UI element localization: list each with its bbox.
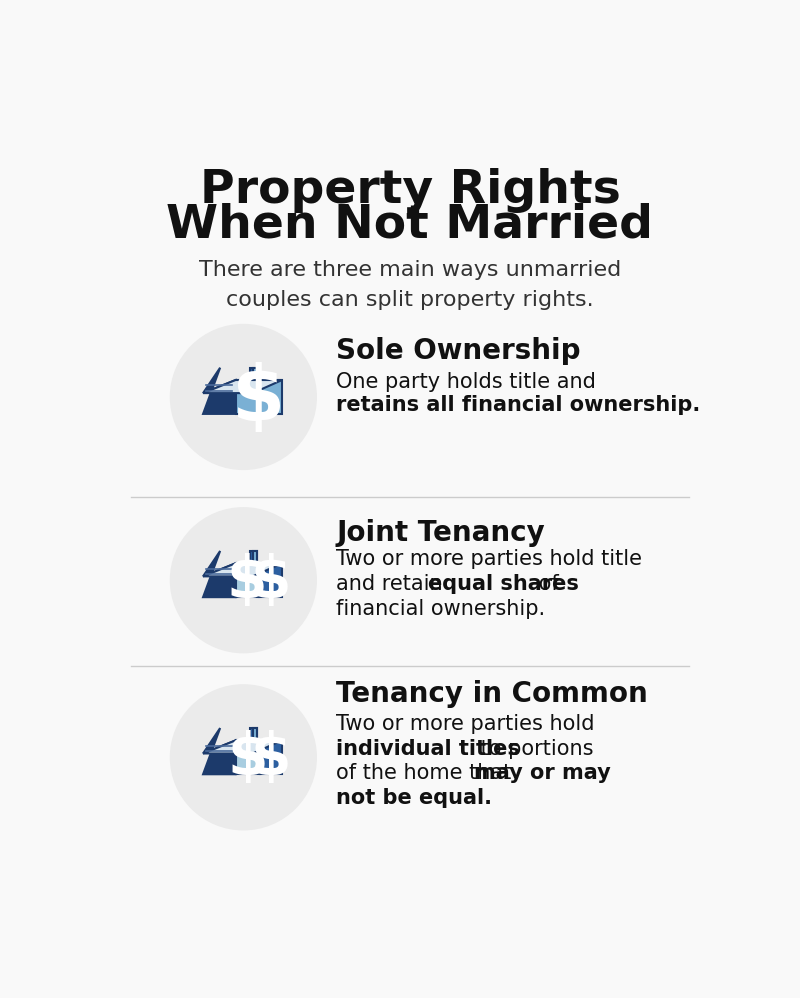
Text: $: $ bbox=[227, 553, 267, 610]
Polygon shape bbox=[203, 729, 236, 774]
Text: Two or more parties hold title: Two or more parties hold title bbox=[336, 550, 642, 570]
Polygon shape bbox=[236, 380, 282, 414]
Polygon shape bbox=[236, 563, 259, 597]
Text: Property Rights: Property Rights bbox=[199, 168, 621, 213]
Text: $: $ bbox=[232, 361, 286, 435]
Polygon shape bbox=[261, 741, 282, 774]
Text: of: of bbox=[533, 574, 559, 594]
Ellipse shape bbox=[170, 685, 317, 830]
Polygon shape bbox=[203, 380, 282, 393]
Polygon shape bbox=[203, 367, 236, 414]
Text: and retain: and retain bbox=[336, 574, 450, 594]
Text: Tenancy in Common: Tenancy in Common bbox=[336, 681, 648, 709]
Polygon shape bbox=[253, 729, 258, 741]
Text: Sole Ownership: Sole Ownership bbox=[336, 337, 581, 365]
Text: $: $ bbox=[228, 731, 268, 787]
Text: may or may: may or may bbox=[474, 763, 611, 783]
Text: not be equal.: not be equal. bbox=[336, 788, 492, 808]
Polygon shape bbox=[253, 551, 258, 563]
Polygon shape bbox=[253, 367, 258, 380]
Text: equal shares: equal shares bbox=[428, 574, 578, 594]
Text: retains all financial ownership.: retains all financial ownership. bbox=[336, 395, 701, 415]
Polygon shape bbox=[236, 741, 261, 774]
Polygon shape bbox=[250, 551, 258, 563]
Text: to portions: to portions bbox=[474, 739, 594, 758]
Text: Two or more parties hold: Two or more parties hold bbox=[336, 715, 595, 735]
Text: $: $ bbox=[250, 553, 291, 610]
Ellipse shape bbox=[170, 323, 317, 470]
Text: individual titles: individual titles bbox=[336, 739, 520, 758]
Polygon shape bbox=[250, 729, 258, 741]
Text: financial ownership.: financial ownership. bbox=[336, 599, 546, 619]
Text: One party holds title and: One party holds title and bbox=[336, 372, 596, 392]
Text: When Not Married: When Not Married bbox=[166, 203, 654, 248]
Polygon shape bbox=[203, 551, 236, 597]
Text: of the home that: of the home that bbox=[336, 763, 518, 783]
Polygon shape bbox=[259, 563, 282, 597]
Polygon shape bbox=[203, 563, 282, 577]
Text: $: $ bbox=[251, 731, 291, 787]
Polygon shape bbox=[203, 741, 282, 753]
Text: Joint Tenancy: Joint Tenancy bbox=[336, 519, 545, 547]
Ellipse shape bbox=[170, 507, 317, 654]
Text: There are three main ways unmarried
couples can split property rights.: There are three main ways unmarried coup… bbox=[199, 259, 621, 309]
Polygon shape bbox=[250, 367, 258, 380]
